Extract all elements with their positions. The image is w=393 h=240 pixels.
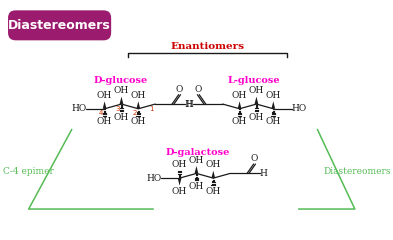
Text: OH: OH bbox=[114, 113, 129, 122]
Polygon shape bbox=[178, 178, 182, 186]
Text: OH: OH bbox=[206, 161, 221, 169]
Text: OH: OH bbox=[114, 86, 129, 96]
Text: 4: 4 bbox=[99, 110, 103, 116]
Text: OH: OH bbox=[232, 91, 247, 100]
Polygon shape bbox=[255, 96, 258, 104]
Text: D-glucose: D-glucose bbox=[94, 76, 148, 85]
Polygon shape bbox=[211, 171, 215, 178]
Text: D-galactose: D-galactose bbox=[165, 148, 230, 157]
Text: OH: OH bbox=[206, 187, 221, 196]
Text: H: H bbox=[259, 169, 267, 178]
Text: HO: HO bbox=[147, 174, 162, 183]
Text: HO: HO bbox=[72, 104, 87, 113]
Polygon shape bbox=[103, 101, 107, 109]
Text: Enantiomers: Enantiomers bbox=[171, 42, 245, 51]
Polygon shape bbox=[119, 96, 123, 104]
Text: O: O bbox=[176, 84, 183, 94]
Polygon shape bbox=[136, 101, 140, 109]
Text: OH: OH bbox=[189, 156, 204, 165]
Text: C-4 epimer: C-4 epimer bbox=[3, 167, 54, 176]
Text: H: H bbox=[186, 100, 194, 108]
Text: Diastereomers: Diastereomers bbox=[323, 167, 391, 176]
FancyBboxPatch shape bbox=[8, 10, 111, 40]
Text: OH: OH bbox=[172, 187, 187, 196]
Text: H: H bbox=[184, 100, 192, 108]
Text: OH: OH bbox=[249, 86, 264, 96]
Text: Diastereomers: Diastereomers bbox=[8, 19, 111, 32]
Text: OH: OH bbox=[249, 113, 264, 122]
Text: 2: 2 bbox=[132, 110, 137, 116]
Text: OH: OH bbox=[189, 182, 204, 191]
Text: OH: OH bbox=[131, 117, 146, 126]
Text: OH: OH bbox=[232, 117, 247, 126]
Text: OH: OH bbox=[172, 161, 187, 169]
Text: OH: OH bbox=[266, 117, 281, 126]
Polygon shape bbox=[272, 101, 275, 109]
Text: L-glucose: L-glucose bbox=[227, 76, 280, 85]
Text: OH: OH bbox=[97, 117, 112, 126]
Text: 1: 1 bbox=[149, 106, 154, 112]
Text: OH: OH bbox=[131, 91, 146, 100]
Text: OH: OH bbox=[97, 91, 112, 100]
Polygon shape bbox=[238, 101, 241, 109]
Polygon shape bbox=[195, 166, 198, 174]
Text: OH: OH bbox=[266, 91, 281, 100]
Text: HO: HO bbox=[291, 104, 306, 113]
Text: O: O bbox=[251, 154, 258, 163]
Text: 3: 3 bbox=[116, 106, 120, 112]
Text: O: O bbox=[195, 84, 202, 94]
